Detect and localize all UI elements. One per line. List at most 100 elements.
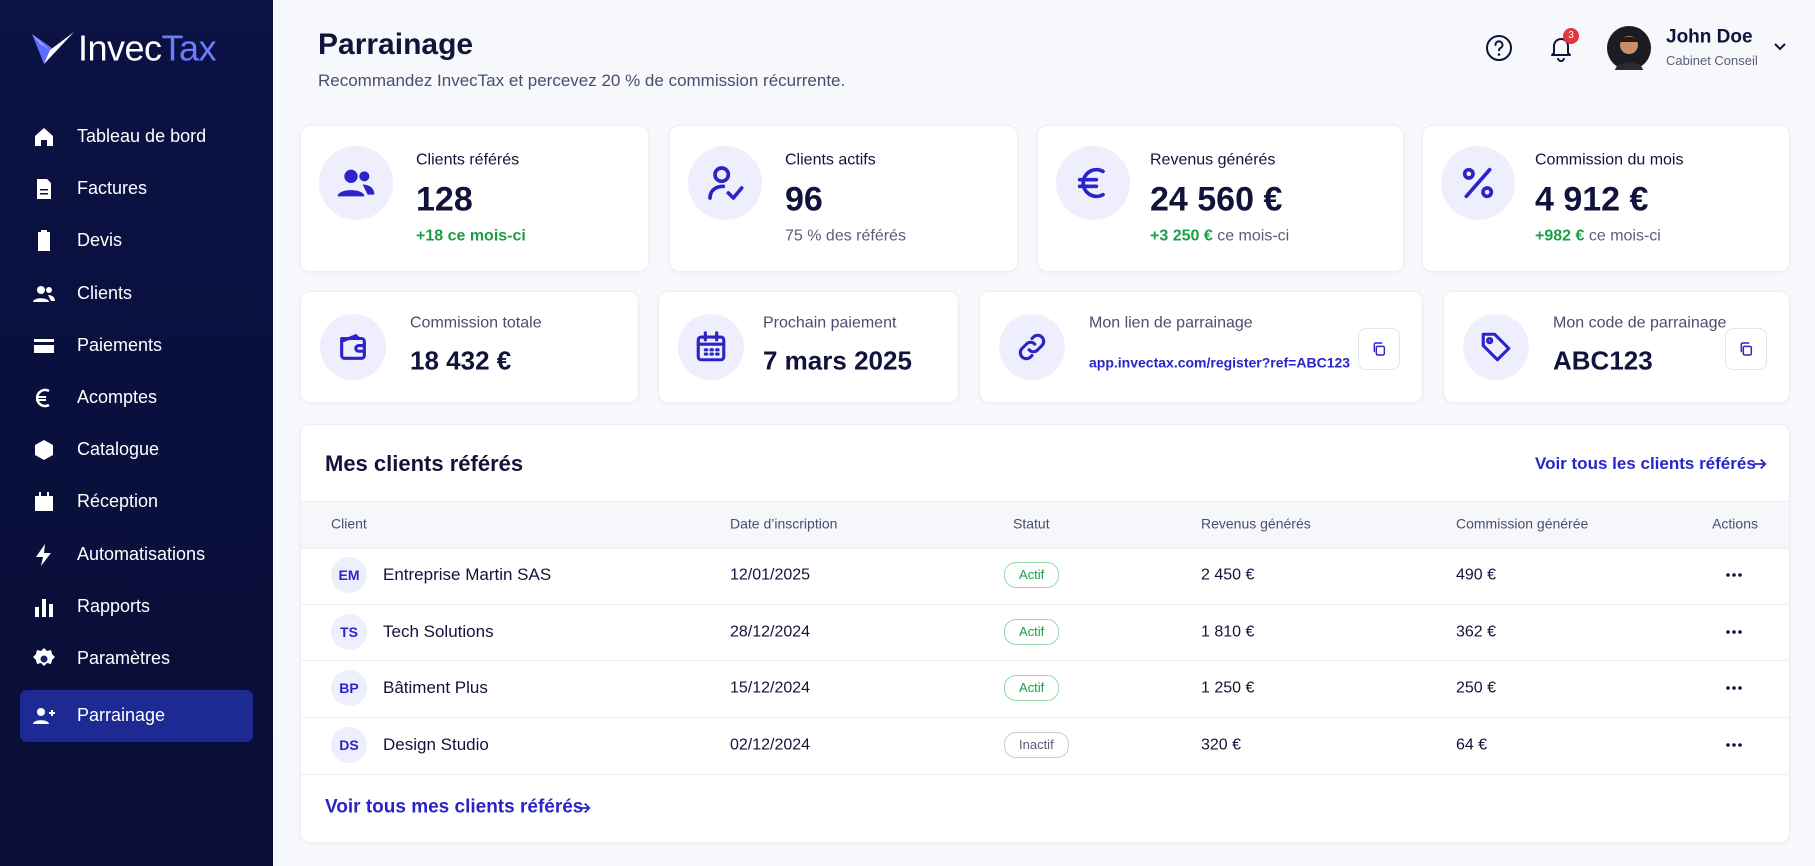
- revenue: 320 €: [1201, 736, 1242, 754]
- icon: [1462, 167, 1494, 199]
- stat-note-text: ce mois-ci: [1217, 227, 1290, 245]
- nav-item[interactable]: Tableau de bord: [77, 126, 207, 147]
- user-menu-toggle[interactable]: [1773, 42, 1787, 52]
- commission: 250 €: [1456, 679, 1497, 697]
- nav-item[interactable]: Paiements: [77, 335, 163, 355]
- revenue: 2 450 €: [1201, 566, 1255, 584]
- row-actions[interactable]: [1722, 676, 1746, 700]
- nav-item[interactable]: Catalogue: [77, 439, 160, 460]
- user-role: Cabinet Conseil: [1666, 53, 1758, 69]
- client-name[interactable]: Entreprise Martin SAS: [383, 564, 552, 584]
- signup-date: 28/12/2024: [730, 623, 811, 641]
- row-actions-svg: [1726, 629, 1742, 634]
- row-divider: [301, 603, 1789, 605]
- status-badge: Inactif: [1004, 732, 1069, 759]
- row-actions[interactable]: [1722, 620, 1746, 644]
- client-name[interactable]: Design Studio: [383, 734, 489, 754]
- column-header: Revenus générés: [1201, 515, 1311, 532]
- detail-value: 7 mars 2025: [763, 345, 912, 376]
- stat-icon: [319, 146, 393, 220]
- icon: [340, 334, 366, 360]
- row-actions-svg: [1726, 686, 1742, 691]
- commission: 64 €: [1456, 736, 1488, 754]
- nav-icon: [32, 490, 56, 514]
- row-actions-svg: [1726, 573, 1742, 577]
- nav-item[interactable]: Devis: [77, 230, 123, 251]
- row-actions[interactable]: [1722, 563, 1746, 587]
- detail-card: Commission totale 18 432 €: [300, 291, 639, 403]
- status-badge: Actif: [1004, 675, 1060, 702]
- footer-link[interactable]: Voir tous mes clients référés: [325, 796, 584, 818]
- user-name: John Doe: [1666, 26, 1753, 48]
- stat-icon: [1441, 146, 1515, 220]
- nav-item[interactable]: Rapports: [77, 596, 151, 616]
- copy-button[interactable]: [1725, 328, 1767, 370]
- stat-note-text: ce mois-ci: [1588, 227, 1661, 245]
- icon: [1077, 167, 1105, 199]
- nav-item[interactable]: Clients: [77, 282, 133, 303]
- client-name[interactable]: Tech Solutions: [383, 621, 494, 641]
- status-badge: Actif: [1004, 618, 1060, 645]
- nav-icon: [32, 282, 56, 306]
- avatar[interactable]: [1607, 26, 1651, 70]
- stat-icon: [1056, 146, 1130, 220]
- row-actions[interactable]: [1722, 733, 1746, 757]
- logo-mark: [32, 32, 74, 64]
- nav-item[interactable]: Paramètres: [77, 648, 171, 669]
- detail-icon: [678, 314, 744, 380]
- nav-icon: [32, 647, 56, 671]
- detail-card: Mon code de parrainage ABC123: [1443, 291, 1790, 403]
- icon: [1018, 333, 1046, 361]
- stat-value: 96: [785, 180, 823, 219]
- signup-date: 12/01/2025: [730, 566, 811, 584]
- row-divider: [301, 774, 1789, 775]
- nav-item[interactable]: Automatisations: [77, 543, 206, 564]
- help-button[interactable]: [1485, 34, 1513, 62]
- nav-icon-svg: [33, 708, 55, 725]
- footer-arrow-svg: [578, 802, 591, 814]
- icon: [337, 169, 375, 197]
- nav-item[interactable]: Factures: [77, 178, 148, 199]
- nav-icon: [32, 386, 56, 410]
- stat-note: 75 % des référés: [785, 226, 906, 245]
- nav-icon: [32, 438, 56, 462]
- nav-item[interactable]: Réception: [77, 491, 159, 512]
- nav-icon-svg: [35, 128, 53, 146]
- icon: [696, 331, 726, 362]
- row-divider: [301, 717, 1789, 719]
- stat-change: +982 €: [1535, 227, 1585, 245]
- column-header: Client: [331, 515, 367, 532]
- nav-icon-svg: [35, 388, 50, 408]
- stat-label: Revenus générés: [1150, 151, 1276, 169]
- client-initials: EM: [331, 557, 367, 593]
- view-all-link[interactable]: Voir tous les clients référés: [1535, 453, 1756, 473]
- stat-icon: [688, 146, 762, 220]
- nav-icon-svg: [33, 648, 55, 666]
- nav-icon-svg: [35, 440, 53, 461]
- detail-label: Mon lien de parrainage: [1089, 314, 1253, 332]
- nav-item[interactable]: Parrainage: [77, 705, 166, 726]
- view-all-arrow: [1751, 455, 1769, 473]
- logo-left: Invec: [78, 27, 162, 69]
- status-badge: Actif: [1004, 562, 1060, 588]
- commission: 362 €: [1456, 623, 1497, 641]
- view-all-arrow-svg: [1754, 458, 1767, 470]
- nav-item[interactable]: Acomptes: [77, 387, 158, 408]
- stat-label: Clients actifs: [785, 151, 876, 169]
- column-header: Commission générée: [1456, 515, 1589, 532]
- detail-value: ABC123: [1553, 345, 1653, 376]
- detail-icon: [999, 314, 1065, 380]
- stat-value: 24 560 €: [1150, 180, 1283, 219]
- nav-icon-svg: [36, 543, 51, 566]
- client-name[interactable]: Bâtiment Plus: [383, 678, 488, 698]
- nav-icon: [32, 334, 56, 358]
- column-header: Statut: [1013, 515, 1050, 532]
- logo: InvecTax: [78, 26, 217, 69]
- client-initials: BP: [331, 670, 367, 707]
- referral-link[interactable]: app.invectax.com/register?ref=ABC123: [1089, 354, 1351, 371]
- notification-badge: 3: [1563, 28, 1579, 44]
- copy-button[interactable]: [1358, 328, 1400, 370]
- signup-date: 02/12/2024: [730, 736, 811, 754]
- footer-arrow: [575, 799, 593, 817]
